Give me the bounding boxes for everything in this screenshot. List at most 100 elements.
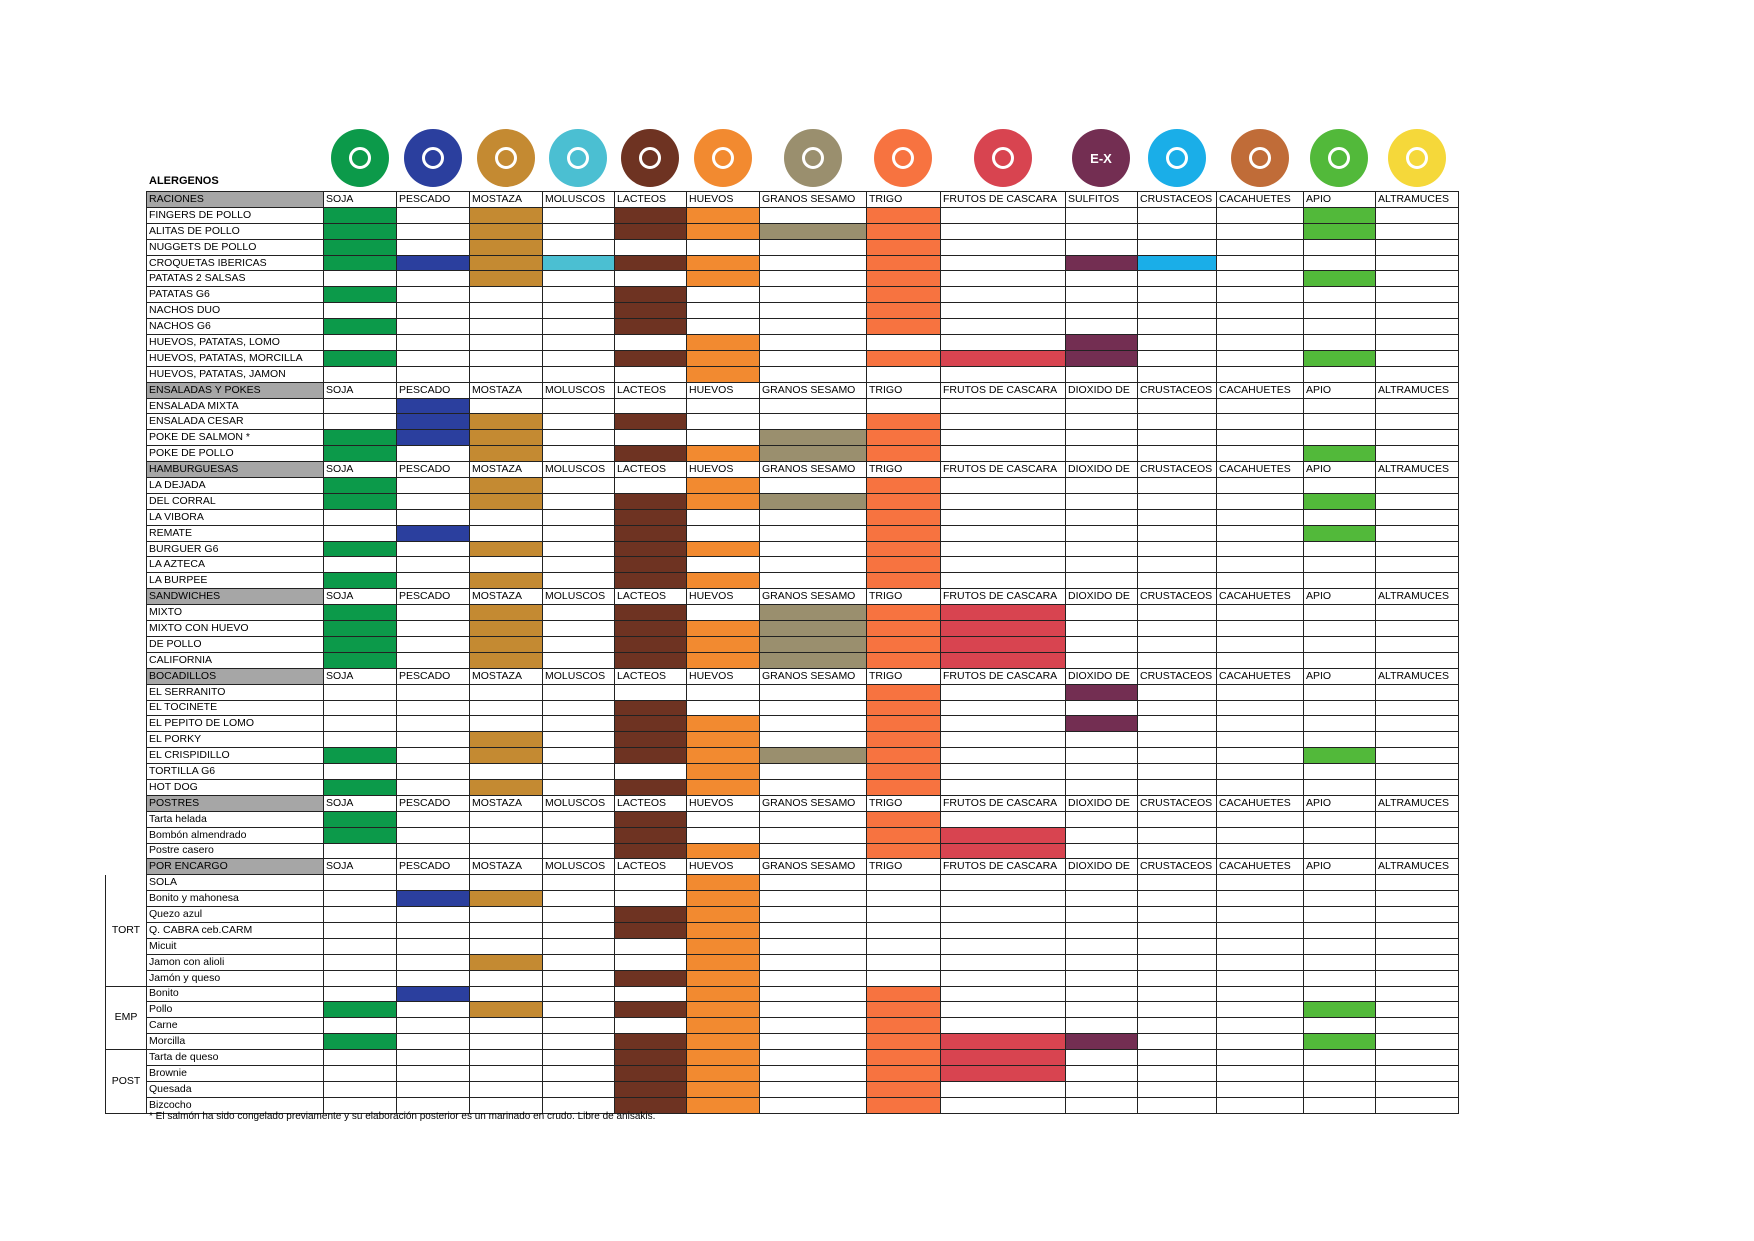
allergen-cell-frutos: [940, 953, 1066, 971]
allergen-cell-soja: [323, 683, 397, 701]
allergen-cell-frutos: [940, 508, 1066, 526]
allergen-cell-huevos: [686, 334, 760, 351]
allergen-cell-cacahuetes: [1216, 1001, 1304, 1019]
allergen-cell-frutos: [940, 842, 1066, 860]
allergen-cell-trigo: [866, 699, 941, 717]
allergen-cell-pescado: [396, 556, 470, 574]
table-row: FINGERS DE POLLO: [106, 206, 1459, 224]
allergen-cell-huevos: [686, 206, 760, 224]
allergen-cell-altramuces: [1375, 524, 1459, 542]
allergen-cell-frutos: [940, 906, 1066, 923]
allergen-cell-apio: [1303, 906, 1376, 923]
allergen-cell-moluscos: [542, 302, 615, 320]
allergen-cell-huevos: [686, 445, 760, 463]
allergen-cell-sesamo: [759, 810, 867, 828]
allergen-cell-moluscos: [542, 540, 615, 558]
column-header-soja: SOJA: [323, 588, 397, 606]
allergen-cell-sulfitos: [1065, 1001, 1138, 1019]
allergen-cell-apio: [1303, 1033, 1376, 1051]
allergen-cell-lacteos: [614, 683, 687, 701]
allergen-cell-crustaceos: [1137, 365, 1217, 383]
allergen-cell-crustaceos: [1137, 635, 1217, 653]
allergen-cell-moluscos: [542, 937, 615, 955]
allergen-cell-sulfitos: [1065, 477, 1138, 494]
allergen-cell-soja: [323, 953, 397, 971]
allergen-cell-huevos: [686, 604, 760, 622]
allergen-cell-moluscos: [542, 318, 615, 336]
allergen-cell-frutos: [940, 1064, 1066, 1082]
allergen-cell-crustaceos: [1137, 1096, 1217, 1114]
allergen-cell-lacteos: [614, 699, 687, 717]
allergen-cell-frutos: [940, 318, 1066, 336]
table-row: MIXTO CON HUEVO: [106, 620, 1459, 637]
allergen-cell-mostaza: [469, 651, 543, 669]
allergen-cell-huevos: [686, 524, 760, 542]
allergen-cell-cacahuetes: [1216, 206, 1304, 224]
allergen-cell-lacteos: [614, 985, 687, 1003]
allergen-cell-apio: [1303, 286, 1376, 304]
allergen-cell-altramuces: [1375, 906, 1459, 923]
allergen-cell-pescado: [396, 890, 470, 908]
allergen-cell-sesamo: [759, 238, 867, 256]
allergen-cell-mostaza: [469, 492, 543, 510]
allergen-cell-altramuces: [1375, 826, 1459, 844]
allergen-cell-mostaza: [469, 556, 543, 574]
allergen-cell-mostaza: [469, 206, 543, 224]
allergen-cell-sesamo: [759, 985, 867, 1003]
allergen-cell-huevos: [686, 254, 760, 272]
allergen-cell-cacahuetes: [1216, 270, 1304, 288]
allergen-cell-soja: [323, 747, 397, 765]
allergen-cell-huevos: [686, 222, 760, 240]
group-spacer: [106, 843, 147, 859]
allergen-cell-cacahuetes: [1216, 1049, 1304, 1066]
allergen-cell-altramuces: [1375, 763, 1459, 780]
allergen-cell-crustaceos: [1137, 842, 1217, 860]
allergen-cell-cacahuetes: [1216, 445, 1304, 463]
allergen-cell-sulfitos: [1065, 1033, 1138, 1051]
allergen-cell-cacahuetes: [1216, 1017, 1304, 1035]
allergen-cell-lacteos: [614, 222, 687, 240]
group-spacer: [106, 700, 147, 716]
column-header-sulfitos: DIOXIDO DE: [1065, 858, 1138, 876]
allergen-cell-soja: [323, 826, 397, 844]
allergen-cell-trigo: [866, 238, 941, 256]
allergen-cell-mostaza: [469, 810, 543, 828]
allergen-cell-frutos: [940, 937, 1066, 955]
allergen-cell-sesamo: [759, 906, 867, 923]
allergen-cell-soja: [323, 524, 397, 542]
allergen-cell-sulfitos: [1065, 413, 1138, 431]
allergen-cell-apio: [1303, 651, 1376, 669]
allergen-cell-pescado: [396, 921, 470, 939]
allergen-cell-moluscos: [542, 365, 615, 383]
allergen-cell-soja: [323, 254, 397, 272]
dish-name: Pollo: [146, 1001, 324, 1019]
allergen-cell-crustaceos: [1137, 254, 1217, 272]
allergen-cell-apio: [1303, 715, 1376, 733]
allergen-cell-sesamo: [759, 715, 867, 733]
allergen-cell-cacahuetes: [1216, 302, 1304, 320]
group-spacer: [106, 335, 147, 351]
allergen-cell-lacteos: [614, 302, 687, 320]
allergen-cell-altramuces: [1375, 699, 1459, 717]
allergen-cell-soja: [323, 429, 397, 447]
column-header-soja: SOJA: [323, 667, 397, 685]
allergen-cell-moluscos: [542, 1033, 615, 1051]
dish-name: DEL CORRAL: [146, 492, 324, 510]
allergen-cell-mostaza: [469, 1033, 543, 1051]
allergen-cell-cacahuetes: [1216, 763, 1304, 780]
allergen-cell-huevos: [686, 731, 760, 749]
allergen-cell-moluscos: [542, 556, 615, 574]
allergen-cell-crustaceos: [1137, 206, 1217, 224]
allergen-cell-huevos: [686, 763, 760, 780]
allergen-cell-moluscos: [542, 238, 615, 256]
allergen-cell-pescado: [396, 222, 470, 240]
allergen-cell-apio: [1303, 763, 1376, 780]
allergen-cell-sesamo: [759, 921, 867, 939]
dish-name: LA AZTECA: [146, 556, 324, 574]
table-row: ALITAS DE POLLO: [106, 222, 1459, 240]
allergen-cell-crustaceos: [1137, 270, 1217, 288]
allergen-cell-frutos: [940, 254, 1066, 272]
page-title: ALERGENOS: [149, 175, 219, 187]
allergen-cell-crustaceos: [1137, 906, 1217, 923]
column-header-huevos: HUEVOS: [686, 381, 760, 399]
